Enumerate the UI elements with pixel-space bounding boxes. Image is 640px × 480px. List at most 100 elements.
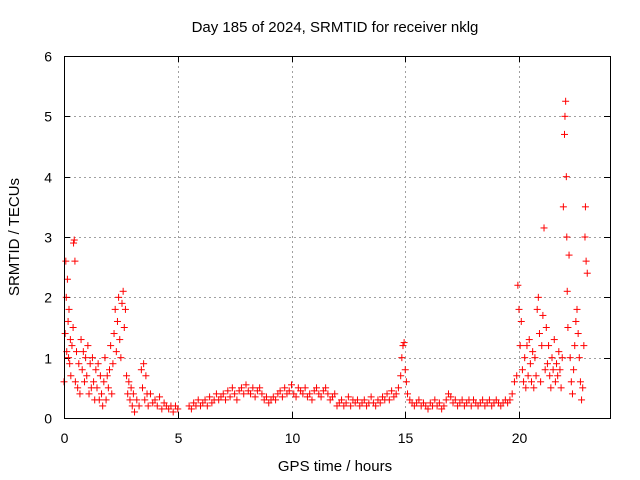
data-point <box>583 269 591 277</box>
grid-layer <box>64 56 610 418</box>
data-point <box>262 393 270 401</box>
data-point <box>554 372 562 380</box>
data-point <box>563 287 571 295</box>
data-point <box>76 390 84 398</box>
data-point <box>115 293 123 301</box>
data-point <box>285 387 293 395</box>
data-point <box>121 305 129 313</box>
data-point <box>580 342 588 350</box>
data-point <box>534 293 542 301</box>
x-tick-label: 0 <box>61 430 69 446</box>
data-point <box>513 372 521 380</box>
data-point <box>187 405 195 413</box>
plot-frame <box>64 56 611 419</box>
data-point <box>141 396 149 404</box>
data-point <box>524 372 532 380</box>
data-point <box>543 360 551 368</box>
data-point <box>123 372 131 380</box>
data-point <box>549 366 557 374</box>
data-point <box>86 360 94 368</box>
data-point <box>398 354 406 362</box>
data-points <box>60 97 591 416</box>
data-point <box>561 130 568 138</box>
data-point <box>77 336 85 344</box>
data-point <box>272 396 280 404</box>
data-point <box>556 366 564 374</box>
data-point <box>528 378 536 386</box>
data-point <box>142 372 150 380</box>
data-point <box>570 366 578 374</box>
data-point <box>508 390 516 398</box>
data-point <box>94 360 102 368</box>
data-point <box>415 396 423 404</box>
data-point <box>467 402 475 410</box>
y-tick-label: 2 <box>44 290 52 306</box>
data-point <box>251 393 259 401</box>
data-point <box>550 336 558 344</box>
data-point <box>237 384 245 392</box>
data-point <box>281 384 289 392</box>
data-point <box>367 393 375 401</box>
data-point <box>553 360 561 368</box>
data-point <box>567 378 575 386</box>
data-point <box>62 257 70 265</box>
data-point <box>520 378 528 386</box>
data-point <box>402 378 410 386</box>
data-point <box>522 384 530 392</box>
data-point <box>68 342 76 350</box>
data-point <box>119 287 127 295</box>
data-point <box>242 381 250 389</box>
data-point <box>518 366 526 374</box>
data-point <box>557 384 565 392</box>
data-point <box>532 372 540 380</box>
data-point <box>394 384 402 392</box>
data-point <box>98 390 106 398</box>
data-point <box>73 348 81 356</box>
data-point <box>151 396 159 404</box>
data-point <box>224 387 232 395</box>
data-point <box>201 396 209 404</box>
data-point <box>144 402 152 410</box>
y-axis-title: SRMTID / TECUs <box>6 178 23 296</box>
data-point <box>249 384 257 392</box>
data-point <box>299 390 307 398</box>
data-point <box>546 372 554 380</box>
data-point <box>102 396 110 404</box>
data-point <box>231 390 239 398</box>
data-point <box>206 393 214 401</box>
data-point <box>458 396 466 404</box>
data-point <box>317 393 325 401</box>
data-point <box>93 384 101 392</box>
data-point <box>541 366 549 374</box>
data-point <box>158 405 166 413</box>
data-point <box>581 233 589 241</box>
data-point <box>301 384 309 392</box>
data-point <box>101 354 109 362</box>
data-point <box>324 390 332 398</box>
data-point <box>510 378 518 386</box>
data-point <box>107 342 115 350</box>
data-point <box>78 366 86 374</box>
data-point <box>71 257 79 265</box>
data-point <box>517 317 525 325</box>
data-point <box>99 402 107 410</box>
data-point <box>313 384 321 392</box>
data-point <box>153 402 161 410</box>
data-point <box>108 390 116 398</box>
data-point <box>129 390 137 398</box>
data-point <box>447 393 455 401</box>
data-point <box>525 336 533 344</box>
data-point <box>442 396 450 404</box>
data-point <box>530 384 538 392</box>
data-point <box>574 330 582 338</box>
data-point <box>258 390 266 398</box>
data-point <box>288 381 295 389</box>
data-point <box>95 396 103 404</box>
data-point <box>424 405 432 413</box>
data-point <box>64 317 72 325</box>
data-point <box>575 354 583 362</box>
data-point <box>140 360 148 368</box>
data-point <box>65 305 73 313</box>
data-point <box>479 396 487 404</box>
data-point <box>537 378 545 386</box>
